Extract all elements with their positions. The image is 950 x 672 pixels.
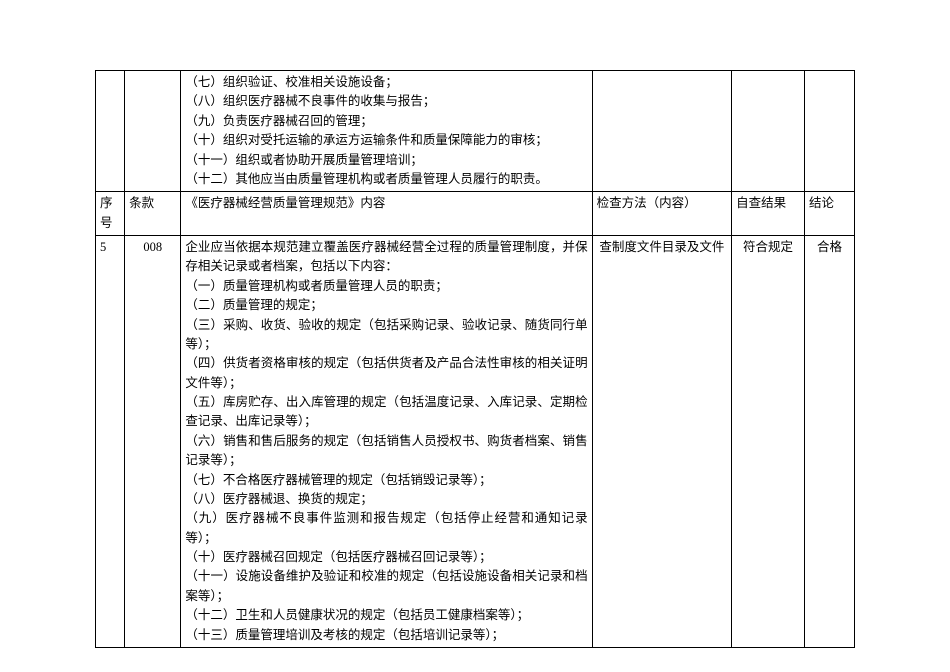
cell-result: 符合规定: [732, 236, 805, 648]
table-header-row: 序号 条款 《医疗器械经营质量管理规范》内容 检查方法（内容） 自查结果 结论: [96, 192, 855, 236]
header-conclusion: 结论: [804, 192, 854, 236]
header-content: 《医疗器械经营质量管理规范》内容: [181, 192, 592, 236]
table-row: （七）组织验证、校准相关设施设备；（八）组织医疗器械不良事件的收集与报告；（九）…: [96, 71, 855, 192]
cell-content: 企业应当依据本规范建立覆盖医疗器械经营全过程的质量管理制度，并保存相关记录或者档…: [181, 236, 592, 648]
cell-clause: 008: [125, 236, 181, 648]
document-page: （七）组织验证、校准相关设施设备；（八）组织医疗器械不良事件的收集与报告；（九）…: [0, 0, 950, 648]
header-result: 自查结果: [732, 192, 805, 236]
table-row: 5 008 企业应当依据本规范建立覆盖医疗器械经营全过程的质量管理制度，并保存相…: [96, 236, 855, 648]
regulation-table: （七）组织验证、校准相关设施设备；（八）组织医疗器械不良事件的收集与报告；（九）…: [95, 70, 855, 648]
header-seq: 序号: [96, 192, 125, 236]
cell-conclusion: [804, 71, 854, 192]
header-clause: 条款: [125, 192, 181, 236]
cell-method: [592, 71, 732, 192]
cell-seq: [96, 71, 125, 192]
cell-conclusion: 合格: [804, 236, 854, 648]
cell-seq: 5: [96, 236, 125, 648]
cell-clause: [125, 71, 181, 192]
cell-result: [732, 71, 805, 192]
cell-method: 查制度文件目录及文件: [592, 236, 732, 648]
table-body: （七）组织验证、校准相关设施设备；（八）组织医疗器械不良事件的收集与报告；（九）…: [96, 71, 855, 648]
cell-content: （七）组织验证、校准相关设施设备；（八）组织医疗器械不良事件的收集与报告；（九）…: [181, 71, 592, 192]
header-method: 检查方法（内容）: [592, 192, 732, 236]
